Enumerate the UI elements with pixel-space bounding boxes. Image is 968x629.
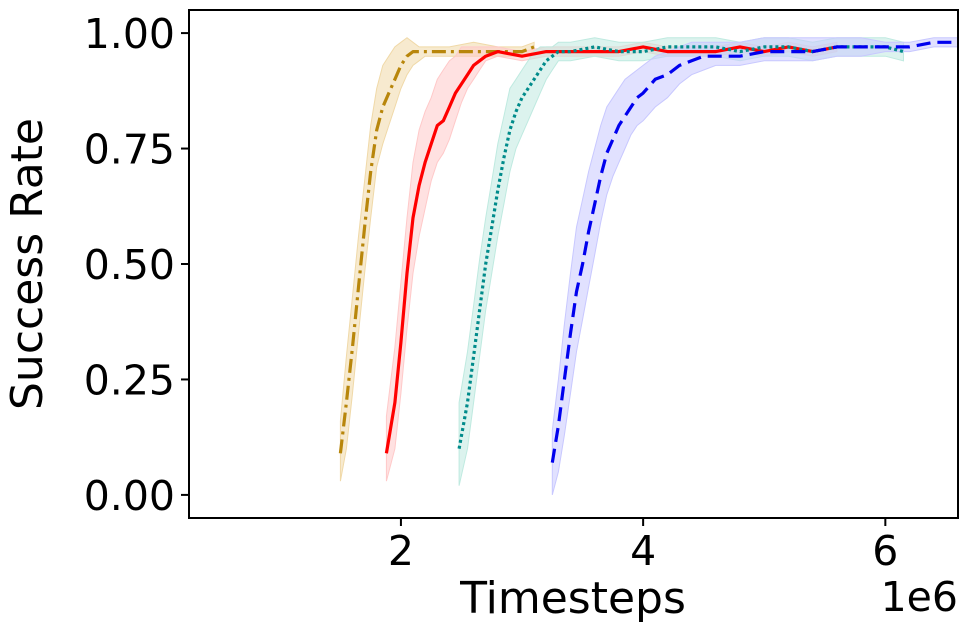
x-axis-label: Timesteps [459,573,686,624]
confidence-band-3 [551,37,959,496]
confidence-band-2 [458,37,904,486]
y-axis-ticks: 0.00 0.25 0.50 0.75 1.00 [84,10,189,520]
y-tick-label: 1.00 [84,10,175,58]
y-axis-label: Success Rate [2,118,53,410]
y-tick-label: 0.75 [84,126,175,174]
x-axis-scale-label: 1e6 [881,573,958,621]
series-line-0 [338,45,535,454]
y-tick-label: 0.50 [84,241,175,289]
series-line-2 [457,45,904,449]
x-tick-label: 2 [388,527,414,575]
confidence-bands [339,37,959,496]
series-line-1 [384,45,838,454]
x-axis-ticks: 2 4 6 [388,518,898,575]
series-lines [338,40,958,463]
y-tick-label: 0.00 [84,472,175,520]
x-tick-label: 6 [872,527,898,575]
x-tick-label: 4 [630,527,656,575]
y-tick-label: 0.25 [84,356,175,404]
